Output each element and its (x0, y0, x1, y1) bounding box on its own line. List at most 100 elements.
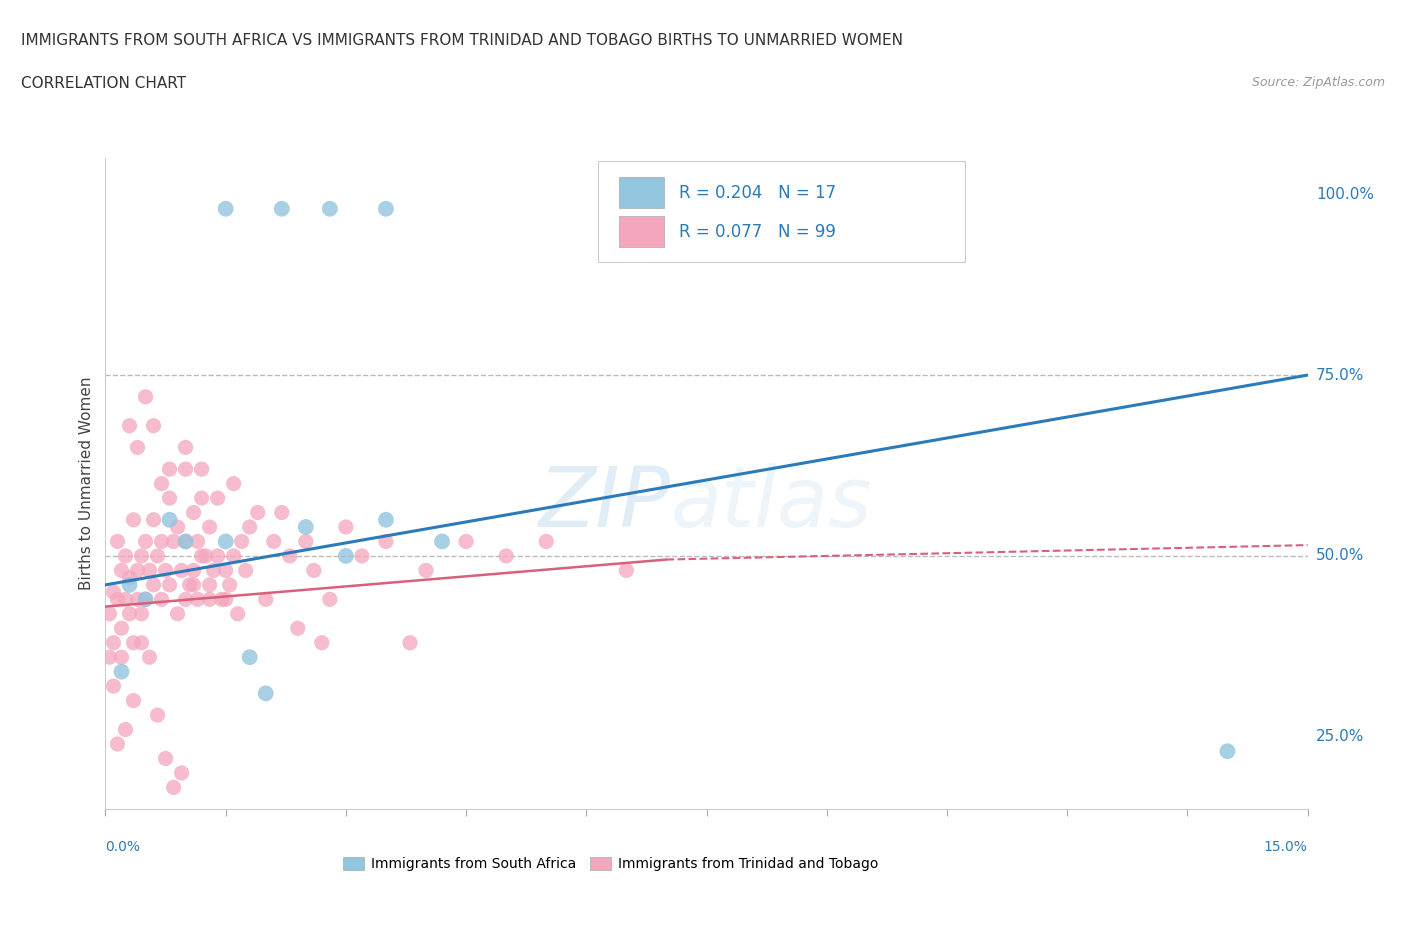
Point (135, 591, 157, 606)
Point (118, 570, 141, 585)
Point (174, 534, 197, 549)
Text: 75.0%: 75.0% (1316, 367, 1364, 382)
Point (150, 591, 173, 606)
Point (107, 591, 129, 606)
Point (183, 505, 205, 520)
Text: 50.0%: 50.0% (1316, 549, 1364, 564)
Point (159, 512, 181, 527)
Point (122, 693, 145, 708)
Point (114, 591, 136, 606)
Point (114, 722, 136, 737)
Point (98, 650, 121, 665)
Point (166, 606, 188, 621)
Point (110, 650, 132, 665)
Point (162, 534, 184, 549)
Text: Source: ZipAtlas.com: Source: ZipAtlas.com (1251, 76, 1385, 89)
Point (135, 534, 157, 549)
Text: 15.0%: 15.0% (1264, 840, 1308, 854)
Point (226, 606, 249, 621)
Point (335, 549, 357, 564)
Text: 100.0%: 100.0% (1316, 187, 1374, 202)
Point (1216, 744, 1239, 759)
Point (239, 520, 262, 535)
Point (118, 606, 141, 621)
Point (155, 751, 177, 766)
Point (190, 549, 212, 564)
Point (254, 591, 277, 606)
Point (319, 201, 342, 216)
Point (415, 563, 437, 578)
Point (198, 520, 221, 535)
Point (222, 476, 245, 491)
Point (399, 635, 422, 650)
Point (166, 520, 188, 535)
Point (138, 650, 160, 665)
Text: atlas: atlas (671, 462, 872, 544)
Point (231, 534, 253, 549)
Point (131, 606, 153, 621)
Point (374, 201, 396, 216)
Point (278, 549, 301, 564)
Point (174, 591, 197, 606)
Point (142, 578, 165, 592)
Point (103, 585, 125, 600)
Point (110, 664, 132, 679)
Point (207, 491, 229, 506)
Point (127, 591, 149, 606)
Point (239, 650, 262, 665)
Point (146, 708, 169, 723)
Text: IMMIGRANTS FROM SOUTH AFRICA VS IMMIGRANTS FROM TRINIDAD AND TOBAGO BIRTHS TO UN: IMMIGRANTS FROM SOUTH AFRICA VS IMMIGRAN… (21, 33, 903, 47)
Point (202, 563, 225, 578)
Point (374, 512, 396, 527)
Point (142, 418, 165, 433)
Point (103, 679, 125, 694)
Text: R = 0.077   N = 99: R = 0.077 N = 99 (679, 222, 835, 241)
Point (174, 440, 197, 455)
Point (214, 563, 236, 578)
Point (107, 737, 129, 751)
Point (127, 563, 149, 578)
Point (295, 534, 318, 549)
Point (246, 505, 269, 520)
Point (302, 563, 325, 578)
Point (114, 549, 136, 564)
Text: CORRELATION CHART: CORRELATION CHART (21, 76, 186, 91)
Point (350, 549, 373, 564)
Point (135, 390, 157, 405)
Point (190, 461, 212, 476)
Point (179, 578, 201, 592)
FancyBboxPatch shape (619, 216, 665, 247)
Point (122, 512, 145, 527)
Point (430, 534, 453, 549)
Point (335, 520, 357, 535)
Point (107, 534, 129, 549)
Point (214, 534, 236, 549)
Point (127, 440, 149, 455)
Y-axis label: Births to Unmarried Women: Births to Unmarried Women (79, 377, 94, 591)
Point (159, 578, 181, 592)
Point (235, 563, 257, 578)
Point (150, 534, 173, 549)
Point (207, 549, 229, 564)
Point (103, 635, 125, 650)
Point (131, 549, 153, 564)
Point (159, 491, 181, 506)
Point (254, 686, 277, 701)
Point (211, 591, 233, 606)
Point (118, 578, 141, 592)
Point (287, 621, 309, 636)
FancyBboxPatch shape (619, 177, 665, 208)
Point (142, 512, 165, 527)
Point (146, 549, 169, 564)
Point (198, 591, 221, 606)
Point (270, 505, 292, 520)
Text: 0.0%: 0.0% (105, 840, 141, 854)
Point (214, 591, 236, 606)
Point (616, 563, 638, 578)
Point (159, 461, 181, 476)
Point (135, 591, 157, 606)
FancyBboxPatch shape (599, 162, 965, 262)
Point (187, 534, 209, 549)
Point (374, 534, 396, 549)
Point (138, 563, 160, 578)
